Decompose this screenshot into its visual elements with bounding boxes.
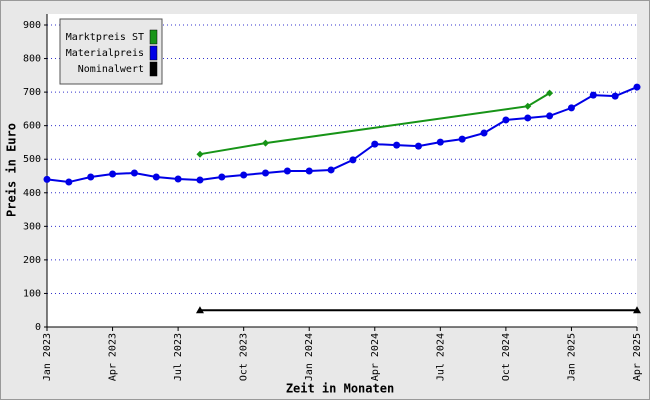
point: [196, 150, 204, 158]
point: [196, 176, 204, 184]
point: [633, 306, 641, 314]
series-line: [199, 92, 551, 156]
point: [611, 92, 619, 100]
point: [262, 169, 270, 177]
y-tick-label: 200: [23, 255, 41, 266]
point: [195, 306, 204, 314]
legend-label: Marktpreis ST: [66, 32, 144, 43]
x-tick-label: Apr 2024: [370, 333, 381, 381]
point: [65, 178, 73, 186]
series-line: [46, 86, 638, 184]
point: [546, 112, 554, 120]
x-tick-label: Jul 2024: [435, 333, 446, 381]
y-tick-label: 500: [23, 154, 41, 165]
point: [371, 140, 379, 148]
x-tick-label: Apr 2025: [632, 333, 643, 381]
point: [524, 114, 532, 122]
point: [174, 175, 182, 183]
point: [633, 83, 641, 91]
point: [480, 129, 488, 137]
legend-swatch: [149, 45, 158, 61]
x-tick-label: Oct 2023: [239, 333, 250, 381]
legend: Marktpreis ST Materialpreis Nominalwert: [59, 18, 163, 85]
point: [349, 156, 357, 164]
x-tick-label: Jan 2025: [566, 333, 577, 381]
legend-label: Nominalwert: [78, 64, 144, 75]
legend-swatch: [149, 61, 158, 77]
y-tick-label: 700: [23, 87, 41, 98]
y-tick-label: 0: [35, 322, 41, 333]
point: [130, 169, 138, 177]
x-tick-label: Oct 2024: [501, 333, 512, 381]
legend-swatch: [149, 29, 158, 45]
point: [546, 89, 554, 97]
point: [327, 166, 335, 174]
x-tick-label: Apr 2023: [108, 333, 119, 381]
point: [305, 167, 313, 175]
legend-box: [59, 18, 163, 85]
y-tick-label: 900: [23, 20, 41, 31]
point: [109, 170, 117, 178]
y-tick-label: 600: [23, 121, 41, 132]
x-tick-label: Jan 2024: [304, 333, 315, 381]
point: [283, 167, 291, 175]
legend-label: Materialpreis: [66, 48, 144, 59]
x-axis-label: Zeit in Monaten: [286, 382, 394, 396]
point: [240, 171, 248, 179]
point: [262, 139, 270, 147]
point: [524, 102, 532, 110]
point: [458, 135, 466, 143]
x-tick-label: Jan 2023: [42, 333, 53, 381]
y-axis-label: Preis in Euro: [5, 123, 19, 217]
point: [567, 104, 575, 112]
point: [87, 173, 95, 181]
point: [152, 173, 160, 181]
point: [436, 138, 444, 146]
point: [43, 175, 51, 183]
point: [218, 173, 226, 181]
y-tick-label: 400: [23, 188, 41, 199]
point: [414, 142, 422, 150]
point: [502, 116, 510, 124]
y-tick-label: 100: [23, 288, 41, 299]
point: [393, 141, 401, 149]
y-tick-label: 800: [23, 54, 41, 65]
y-tick-label: 300: [23, 221, 41, 232]
point: [589, 91, 597, 99]
x-tick-label: Jul 2023: [173, 333, 184, 381]
